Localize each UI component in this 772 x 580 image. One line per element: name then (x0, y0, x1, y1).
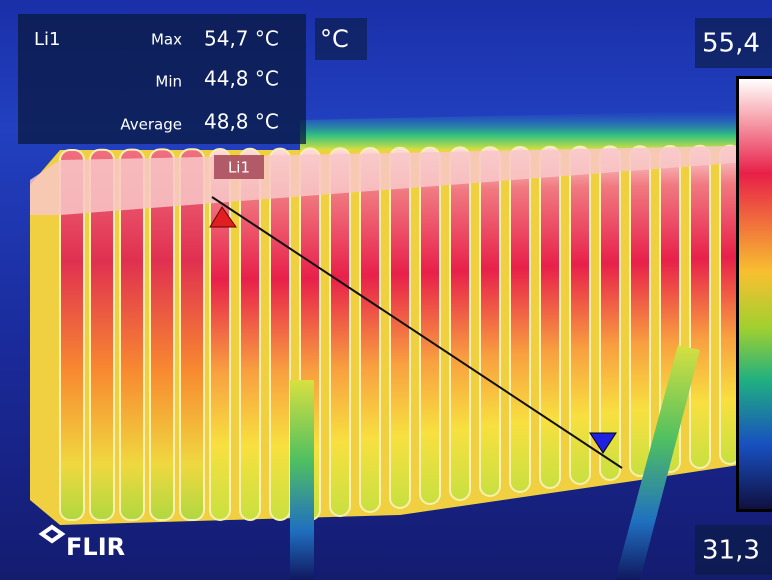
result-panel (18, 14, 306, 144)
fin (119, 148, 145, 521)
colorbar (739, 79, 772, 509)
fin (329, 147, 351, 517)
fin (539, 145, 561, 490)
fin (239, 147, 261, 522)
fin (599, 145, 621, 481)
min-value: 44,8 °C (204, 67, 279, 91)
fin (509, 146, 531, 493)
scale-bottom-box (695, 525, 772, 575)
fin (179, 148, 205, 521)
fin (629, 145, 651, 477)
max-value: 54,7 °C (204, 27, 279, 51)
fin (479, 146, 501, 497)
fin (449, 146, 471, 501)
fin (209, 148, 231, 521)
line-label: Li1 (228, 159, 250, 177)
average-label: Average (120, 116, 182, 134)
fin (689, 144, 711, 470)
fin (389, 146, 411, 510)
min-label: Min (155, 73, 182, 91)
unit-box (315, 18, 367, 60)
min-marker (589, 432, 617, 454)
average-value: 48,8 °C (204, 110, 279, 134)
fin (269, 147, 291, 521)
measurement-name: Li1 (34, 29, 60, 50)
pipe (615, 345, 700, 580)
logo: FLIR (66, 533, 125, 561)
measure-line (211, 196, 623, 469)
max-label: Max (151, 31, 182, 49)
fin (59, 149, 85, 521)
fin (419, 146, 441, 505)
unit: °C (320, 25, 349, 53)
scale-top: 55,4 (702, 29, 760, 59)
pipe (290, 380, 314, 580)
max-marker (209, 206, 237, 228)
scale-top-box (695, 18, 772, 68)
fin (569, 145, 591, 485)
fin (359, 147, 381, 513)
fin (149, 148, 175, 521)
fin (89, 148, 115, 522)
logo-icon (38, 524, 66, 544)
line-label-box (214, 155, 264, 179)
radiator-fins (59, 144, 771, 522)
scale-bottom: 31,3 (702, 536, 760, 566)
